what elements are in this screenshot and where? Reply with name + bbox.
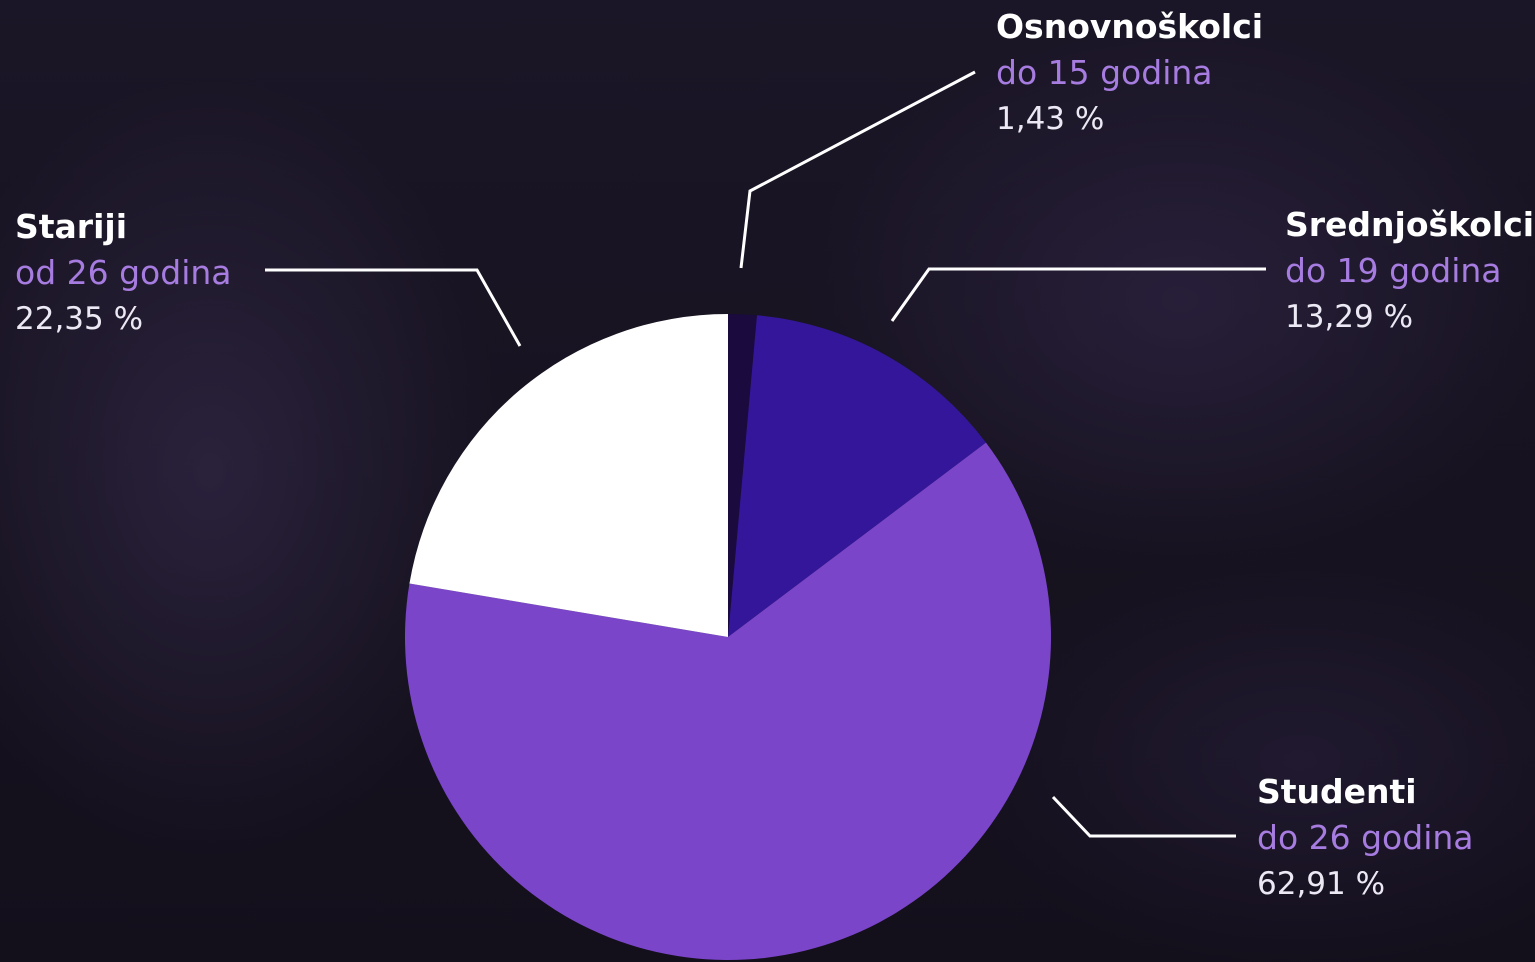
slice-age-range: do 19 godina (1285, 251, 1502, 290)
slice-name: Studenti (1257, 772, 1417, 811)
slice-percent: 13,29 % (1285, 299, 1414, 335)
slice-label-srednjoskolci: Srednjoškolci do 19 godina 13,29 % (1285, 202, 1534, 340)
slice-label-stariji: Stariji od 26 godina 22,35 % (15, 204, 232, 342)
pie-slice-studenti (404, 442, 1051, 961)
pie-slice-osnovnoskolci (728, 314, 757, 637)
pie-slice-stariji (409, 314, 728, 637)
slice-label-studenti: Studenti do 26 godina 62,91 % (1257, 769, 1474, 907)
slice-name: Srednjoškolci (1285, 205, 1535, 244)
leader-line-osnovnoskolci (739, 70, 976, 269)
slice-age-range: do 26 godina (1257, 818, 1474, 857)
pie-slices (404, 314, 1051, 961)
leader-line-srednjoskolci (890, 267, 1266, 322)
slice-percent: 62,91 % (1257, 866, 1386, 902)
slice-age-range: od 26 godina (15, 253, 232, 292)
slice-name: Stariji (15, 207, 128, 246)
leader-lines (265, 70, 1266, 838)
leader-line-stariji (265, 268, 522, 347)
slice-percent: 22,35 % (15, 301, 144, 337)
slice-label-osnovnoskolci: Osnovnoškolci do 15 godina 1,43 % (996, 4, 1263, 142)
slice-age-range: do 15 godina (996, 53, 1213, 92)
slice-percent: 1,43 % (996, 101, 1105, 137)
pie-slice-srednjoskolci (728, 315, 986, 637)
slice-name: Osnovnoškolci (996, 7, 1264, 46)
leader-line-studenti (1051, 795, 1236, 838)
